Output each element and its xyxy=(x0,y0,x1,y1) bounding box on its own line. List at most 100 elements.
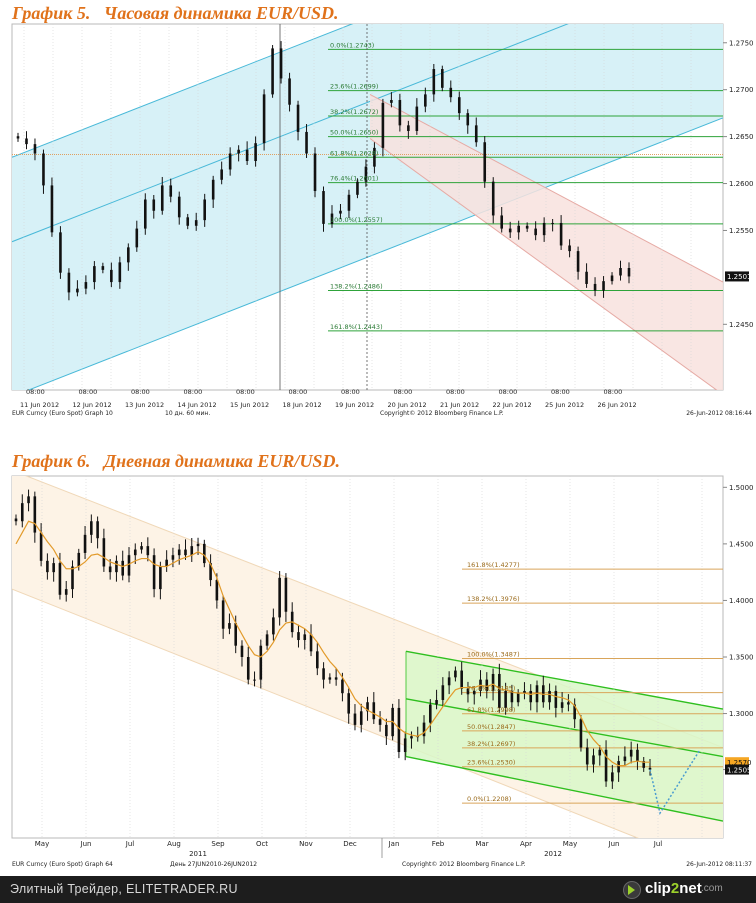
chart5-xdate-3: 14 Jun 2012 xyxy=(178,401,217,409)
chart5-candle-33 xyxy=(296,104,300,132)
chart5-candle-3 xyxy=(42,153,45,186)
chart6-candle-92 xyxy=(592,755,595,765)
chart6-candle-40 xyxy=(265,634,269,646)
chart5-candle-10 xyxy=(101,266,105,270)
chart6-xmonth-1: Jun xyxy=(80,840,92,848)
chart5-last-price-label: 1.2501 xyxy=(727,273,752,281)
chart6-ytick-label-1: 1.4500 xyxy=(729,540,754,548)
chart6-candle-94 xyxy=(604,749,608,782)
chart6-candle-1 xyxy=(20,503,24,522)
chart5-xdate-10: 25 Jun 2012 xyxy=(545,401,584,409)
chart5-xdate-7: 20 Jun 2012 xyxy=(388,401,427,409)
chart5-xtime-4: 08:00 xyxy=(236,388,255,396)
chart5-blue-line-0 xyxy=(12,24,354,158)
chart6-candle-82 xyxy=(529,690,533,703)
chart5-candle-38 xyxy=(339,210,342,214)
chart5-ytick-label-2: 1.2650 xyxy=(729,133,754,141)
chart6-ma-label: 1.2570 xyxy=(727,759,752,767)
chart6-candle-14 xyxy=(102,538,106,567)
chart6-candle-26 xyxy=(177,549,181,556)
chart6-candle-46 xyxy=(303,634,307,641)
chart5-title: График 5. Часовая динамика EUR/USD. xyxy=(12,3,339,23)
chart5-candle-29 xyxy=(262,94,266,144)
chart6-fib-label-2: 38.2%(1.2697) xyxy=(467,740,515,748)
chart5-candle-69 xyxy=(602,281,605,291)
chart5-candle-5 xyxy=(59,232,62,273)
hourly-eurusd-chart: 0.0%(1.2743) 23.6%(1.2699) 38.2%(1.2672) 50… xyxy=(11,23,754,417)
chart5-candle-22 xyxy=(203,199,206,221)
chart5-xtime-6: 08:00 xyxy=(341,388,360,396)
chart6-xmonth-4: Sep xyxy=(211,840,225,848)
chart6-candle-86 xyxy=(554,690,558,708)
chart6-candle-20 xyxy=(140,546,143,550)
chart6-fib-label-3: 50.0%(1.2847) xyxy=(467,723,515,731)
chart6-candle-36 xyxy=(240,645,244,657)
chart6-candle-10 xyxy=(77,552,81,567)
chart6-candle-89 xyxy=(573,704,576,720)
chart6-candle-24 xyxy=(165,559,168,567)
chart6-candle-53 xyxy=(347,693,350,714)
chart6-candle-23 xyxy=(159,566,162,590)
chart5-candle-35 xyxy=(313,153,317,192)
chart5-candle-36 xyxy=(322,191,325,224)
chart6-plot-group xyxy=(12,476,723,838)
chart6-xmonth-6: Nov xyxy=(299,840,313,848)
chart5-candle-17 xyxy=(160,185,164,211)
chart6-fib-label-6: 100.0%(1.3487) xyxy=(467,650,520,658)
chart6-xmonth-0: May xyxy=(35,840,49,848)
chart6-candle-52 xyxy=(341,679,344,694)
chart5-xtime-7: 08:00 xyxy=(394,388,413,396)
chart6-candle-29 xyxy=(196,543,200,547)
chart6-candle-51 xyxy=(334,677,338,680)
chart5-candle-18 xyxy=(169,185,173,197)
chart5-candle-14 xyxy=(135,228,139,248)
chart6-candle-16 xyxy=(115,560,118,573)
chart5-candle-31 xyxy=(279,48,283,79)
chart6-candle-43 xyxy=(284,577,288,612)
chart6-candle-45 xyxy=(297,632,300,641)
chart5-ytick-label-0: 1.2750 xyxy=(729,39,754,47)
chart6-candle-62 xyxy=(403,738,407,753)
chart6-fib-label-5: 76.4%(1.3185) xyxy=(467,685,515,693)
chart5-candle-60 xyxy=(525,225,529,229)
chart5-candle-21 xyxy=(194,220,198,226)
chart5-xdate-11: 26 Jun 2012 xyxy=(598,401,637,409)
chart6-fib-label-8: 161.8%(1.4277) xyxy=(467,561,520,569)
chart6-candle-39 xyxy=(259,645,263,680)
chart5-xtime-2: 08:00 xyxy=(131,388,150,396)
chart6-candle-48 xyxy=(316,651,319,669)
chart5-candle-30 xyxy=(271,48,274,95)
chart5-candle-56 xyxy=(491,181,495,216)
chart5-candle-50 xyxy=(441,69,444,88)
chart6-candle-22 xyxy=(152,555,156,590)
chart6-candle-41 xyxy=(272,617,275,635)
chart5-candle-58 xyxy=(508,228,512,233)
chart5-candle-19 xyxy=(177,196,181,218)
chart6-candle-0 xyxy=(14,518,18,522)
chart5-plot-group xyxy=(12,24,723,390)
chart6-candle-80 xyxy=(516,693,520,703)
chart5-fib-label-3: 50.0%(1.2650) xyxy=(330,129,378,137)
chart6-candle-93 xyxy=(598,749,602,756)
chart6-candle-8 xyxy=(64,589,68,595)
chart5-candle-64 xyxy=(559,222,563,246)
chart6-xmonth-12: May xyxy=(563,840,577,848)
clip2net-logo[interactable]: clip2net .com xyxy=(623,879,748,900)
chart5-last-price-badge xyxy=(725,271,749,282)
chart6-candle-42 xyxy=(278,577,281,618)
chart6-xmonth-8: Jan xyxy=(388,840,400,848)
chart5-xdate-5: 18 Jun 2012 xyxy=(283,401,322,409)
chart5-candle-39 xyxy=(347,194,351,211)
chart6-candle-63 xyxy=(410,736,413,739)
chart5-footer-source: EUR Curncy (Euro Spot) Graph 10 xyxy=(12,410,113,417)
chart6-candle-98 xyxy=(629,749,633,757)
chart6-footer-period: День 27JUN2010-26JUN2012 xyxy=(170,861,257,868)
chart5-candle-63 xyxy=(551,222,554,224)
chart6-candle-56 xyxy=(366,702,369,712)
chart6-ytick-label-0: 1.5000 xyxy=(729,484,754,492)
chart5-candle-46 xyxy=(407,125,410,131)
chart6-candle-13 xyxy=(96,521,99,539)
chart6-candle-91 xyxy=(585,747,589,765)
chart6-candle-69 xyxy=(447,677,451,686)
chart5-candle-0 xyxy=(16,136,20,139)
